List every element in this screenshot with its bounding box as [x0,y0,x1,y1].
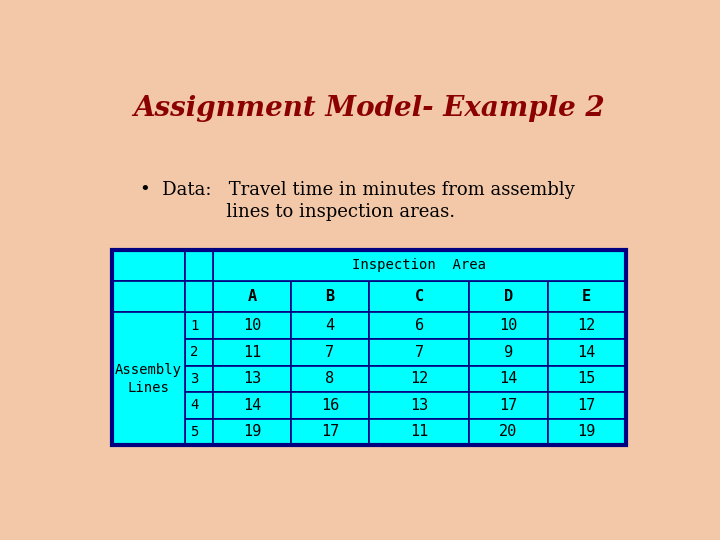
Text: 11: 11 [243,345,261,360]
Bar [112,281,185,312]
Text: 19: 19 [577,424,595,440]
Text: 17: 17 [577,398,595,413]
Text: 4: 4 [325,318,335,333]
Text: 16: 16 [321,398,339,413]
Text: 6: 6 [415,318,424,333]
Bar [547,281,626,312]
Bar [112,312,185,446]
Bar [547,312,626,339]
Text: 9: 9 [504,345,513,360]
Bar [547,418,626,445]
Text: 12: 12 [577,318,595,333]
Bar [469,250,547,281]
Text: 13: 13 [243,372,261,386]
Text: B: B [325,289,335,304]
Bar [185,418,213,445]
Bar [369,418,469,445]
Bar [112,418,185,445]
Text: 20: 20 [500,424,518,440]
Text: 14: 14 [577,345,595,360]
Bar [291,392,369,418]
Bar [213,392,291,418]
Bar [469,312,547,339]
Text: C: C [415,289,424,304]
Bar [291,312,369,339]
Bar [213,312,291,339]
Bar [112,312,185,339]
Bar [291,339,369,366]
Bar [291,250,369,281]
Text: 2: 2 [190,345,199,359]
Bar [369,392,469,418]
Bar [369,366,469,392]
Text: 10: 10 [243,318,261,333]
Text: 5: 5 [190,425,199,439]
Bar [547,392,626,418]
Text: Lines: Lines [127,381,169,395]
Bar [291,366,369,392]
Bar [369,281,469,312]
Text: 17: 17 [500,398,518,413]
Bar [213,418,291,445]
Text: A: A [247,289,256,304]
Bar [185,281,213,312]
Bar [369,339,469,366]
Text: 14: 14 [243,398,261,413]
Bar [469,366,547,392]
Text: Assignment Model- Example 2: Assignment Model- Example 2 [133,95,605,122]
Bar [185,281,213,312]
Bar [213,281,291,312]
Text: Assembly: Assembly [115,363,182,377]
Bar [112,366,185,392]
Text: •  Data:   Travel time in minutes from assembly: • Data: Travel time in minutes from asse… [140,180,575,199]
Text: Inspection  Area: Inspection Area [352,259,486,273]
Bar [369,250,469,281]
Bar [112,392,185,418]
Text: lines to inspection areas.: lines to inspection areas. [140,204,455,221]
Bar [213,339,291,366]
Text: E: E [582,289,591,304]
Text: 4: 4 [190,399,199,413]
Text: 3: 3 [190,372,199,386]
Bar [185,250,213,281]
Bar [112,250,626,446]
Bar [185,392,213,418]
Bar [112,281,185,312]
Text: 7: 7 [415,345,424,360]
Bar [185,250,213,281]
Text: 8: 8 [325,372,335,386]
Bar [185,339,213,366]
Text: 19: 19 [243,424,261,440]
Text: 1: 1 [190,319,199,333]
Bar [291,281,369,312]
Bar [291,418,369,445]
Text: 15: 15 [577,372,595,386]
Bar [112,339,185,366]
Bar [547,366,626,392]
Text: 12: 12 [410,372,428,386]
Text: 11: 11 [410,424,428,440]
Text: 17: 17 [321,424,339,440]
Text: 7: 7 [325,345,335,360]
Text: 10: 10 [500,318,518,333]
Text: 13: 13 [410,398,428,413]
Bar [547,250,626,281]
Text: D: D [504,289,513,304]
Bar [547,339,626,366]
Bar [213,250,626,281]
Bar [213,366,291,392]
Bar [185,366,213,392]
Bar [469,392,547,418]
Bar [185,312,213,339]
Text: 14: 14 [500,372,518,386]
Bar [112,250,185,281]
Bar [469,418,547,445]
Bar [213,250,291,281]
Bar [469,281,547,312]
Bar [112,250,185,281]
Bar [469,339,547,366]
Bar [369,312,469,339]
